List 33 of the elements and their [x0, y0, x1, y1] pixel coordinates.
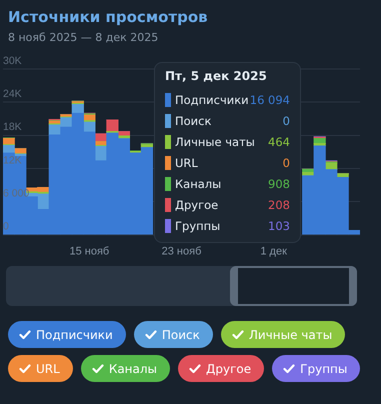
- annotation: 16 094: [250, 92, 290, 106]
- annotation: 0: [282, 156, 290, 170]
- annotation: 908: [268, 176, 290, 190]
- text: Каналы: [108, 362, 158, 376]
- text: Поиск: [162, 328, 200, 342]
- legend-label: Личные чаты: [165, 134, 255, 148]
- text: Другое: [206, 362, 252, 376]
- text: Подписчики: [36, 328, 113, 342]
- annotation: 208: [268, 198, 290, 212]
- legend-label: URL: [165, 156, 198, 170]
- y-tick-label: 0: [3, 220, 9, 233]
- annotation: 103: [268, 218, 290, 232]
- annotation: 464: [268, 134, 290, 148]
- text: Группы: [300, 362, 348, 376]
- y-tick-label: 24K: [3, 88, 22, 100]
- text: Личные чаты: [248, 328, 332, 342]
- legend-label: Группы: [165, 218, 220, 232]
- y-tick-label: 12K: [3, 154, 22, 166]
- legend-label: Поиск: [165, 114, 212, 128]
- chart-title: Источники просмотров: [8, 8, 208, 26]
- x-tick-label: 15 нояб: [69, 245, 110, 258]
- legend-label: Подписчики: [165, 92, 249, 106]
- x-tick-label: 23 нояб: [162, 245, 202, 258]
- y-tick-label: 18K: [3, 121, 22, 134]
- chart-subtitle: 8 нояб 2025 — 8 дек 2025: [8, 31, 158, 44]
- text: URL: [36, 362, 60, 376]
- x-tick-label: 1 дек: [260, 245, 288, 258]
- y-tick-label: 6 000: [3, 188, 30, 200]
- annotation: Пт, 5 дек 2025: [165, 69, 268, 83]
- legend-label: Другое: [165, 198, 218, 212]
- annotation: 0: [282, 114, 290, 128]
- legend-label: Каналы: [165, 176, 222, 190]
- y-tick-label: 30K: [3, 54, 22, 67]
